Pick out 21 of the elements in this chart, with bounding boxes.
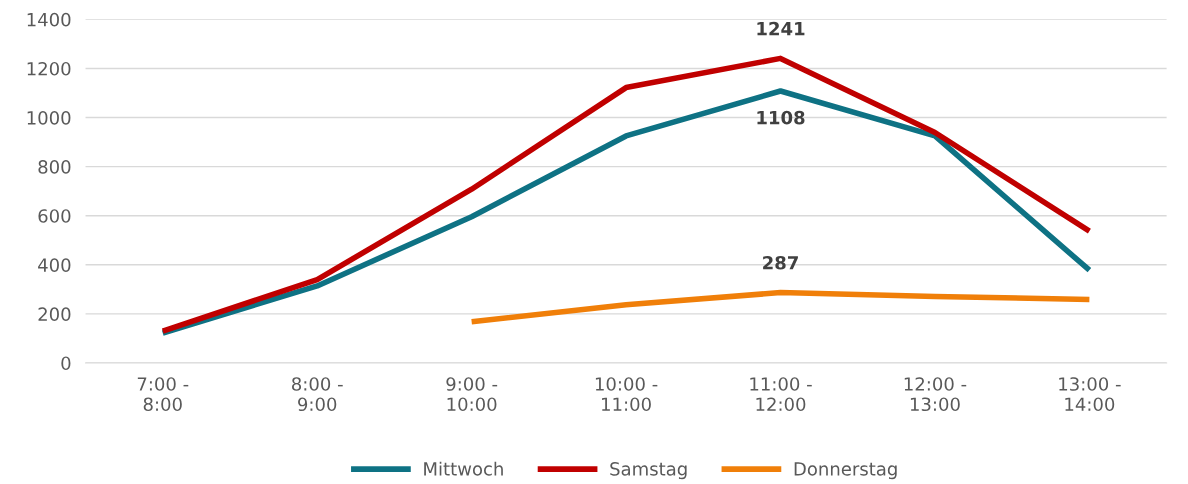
legend-label: Samstag <box>610 462 687 480</box>
x-tick-label: 7:00 - 8:00 <box>137 377 189 412</box>
y-tick-label: 800 <box>38 160 71 174</box>
y-tick-label: 1000 <box>27 111 71 125</box>
data-label: 287 <box>763 255 798 270</box>
y-tick-label: 400 <box>38 258 71 272</box>
legend-label: Mittwoch <box>424 461 503 476</box>
y-tick-label: 600 <box>38 209 71 223</box>
x-tick-label: 12:00 - 13:00 <box>904 377 967 412</box>
x-tick-label: 11:00 - 12:00 <box>750 377 812 412</box>
y-tick-label: 1400 <box>27 12 71 27</box>
data-label: 1241 <box>757 21 805 36</box>
y-tick-label: 200 <box>38 307 71 322</box>
data-label: 1108 <box>757 110 805 125</box>
x-tick-label: 8:00 - 9:00 <box>292 377 343 412</box>
legend-label: Donnerstag <box>794 462 897 480</box>
x-tick-label: 10:00 - 11:00 <box>595 377 658 412</box>
y-tick-label: 1200 <box>27 61 71 76</box>
x-tick-label: 9:00 - 10:00 <box>446 377 498 412</box>
x-tick-label: 13:00 - 14:00 <box>1059 377 1121 412</box>
y-tick-label: 0 <box>61 356 71 371</box>
